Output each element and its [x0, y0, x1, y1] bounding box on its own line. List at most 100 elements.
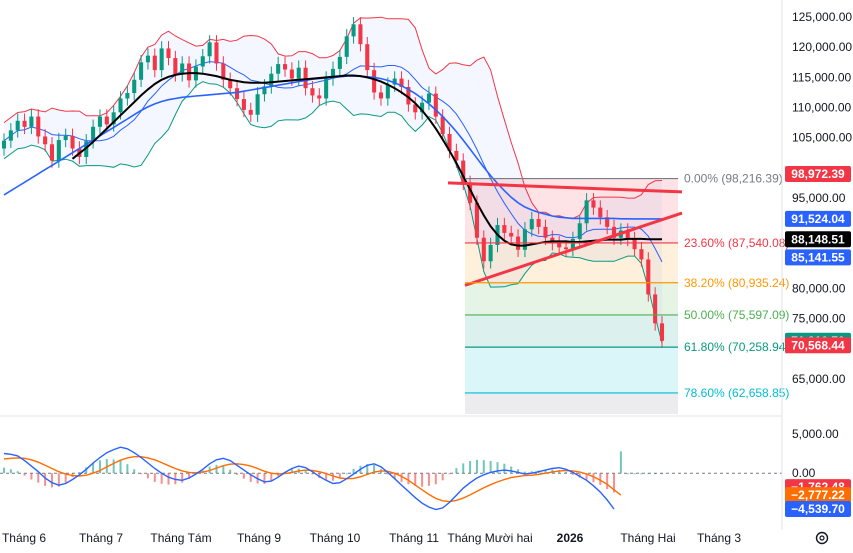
candle-body [474, 202, 479, 238]
candle-body [522, 229, 527, 250]
price-tick-label: 105,000.00 [792, 131, 852, 145]
candle-body [29, 116, 34, 127]
macd-histogram-bar [92, 462, 95, 474]
price-badge-bg [785, 231, 851, 248]
macd-histogram-bar [434, 473, 437, 485]
candle-body [118, 98, 123, 113]
candle-body [653, 294, 658, 324]
macd-histogram-bar [215, 464, 218, 474]
macd-histogram-bar [455, 468, 458, 474]
macd-histogram-bar [441, 473, 444, 481]
candle-body [564, 247, 569, 250]
price-tick-label: 115,000.00 [792, 70, 851, 84]
moving-averages [3, 72, 662, 247]
macd-histogram-bar [366, 464, 369, 474]
bollinger-lower [3, 81, 663, 344]
trendlines[interactable] [447, 181, 683, 287]
candle-body [1, 140, 7, 149]
macd-tick-label: 0.00 [792, 466, 816, 480]
candle-body [659, 323, 665, 341]
macd-histogram-bar [236, 473, 239, 475]
macd-histogram-bar [510, 466, 513, 474]
macd-histogram-bar [332, 473, 334, 481]
macd-histogram-bar [126, 464, 129, 474]
macd-histogram-bar [140, 473, 143, 475]
candle-body [468, 182, 473, 203]
candle-body [269, 73, 274, 87]
candle-body [187, 63, 192, 81]
macd-histogram-bar [626, 473, 629, 475]
macd-histogram-bar [23, 473, 26, 476]
candle-body [413, 104, 418, 113]
candle-body [15, 120, 20, 131]
macd-histogram-bar [475, 459, 478, 474]
macd-histogram-bar [503, 463, 506, 474]
candle-body [330, 68, 336, 79]
macd-histogram-bar [544, 470, 547, 474]
macd-histogram-bar [9, 469, 12, 474]
macd-histogram-bar [304, 470, 307, 474]
candle-body [8, 130, 13, 141]
candle-body [262, 86, 267, 95]
macd-histogram-bar [565, 472, 568, 474]
time-axis-label: Tháng 6 [2, 531, 46, 545]
macd-histogram-bar [407, 473, 410, 485]
price-tick-label: 120,000.00 [792, 40, 852, 54]
candle-body [372, 70, 377, 93]
macd-histogram-bar [325, 473, 328, 480]
candle-body [529, 219, 534, 230]
fib-lines[interactable]: 0.00% (98,216.39) 23.60% (87,540.08) 38.20… [465, 172, 789, 400]
macd-histogram-bar [345, 473, 348, 475]
candle-body [173, 58, 178, 75]
macd-tick-label: 5,000.00 [792, 427, 839, 441]
candle-body [625, 230, 630, 239]
macd-histogram-bar [277, 473, 280, 477]
candle-body [420, 102, 425, 113]
macd-histogram-bar [338, 473, 341, 478]
candle-body [632, 238, 637, 250]
candle-body [570, 238, 575, 250]
candle-body [646, 259, 651, 295]
macd-histogram-bar [393, 473, 396, 479]
macd-histogram-bar [571, 473, 574, 475]
candle-body [22, 120, 27, 127]
macd-panel [0, 446, 782, 511]
ma-black-line [71, 72, 662, 247]
candle-body [248, 109, 253, 115]
candle-body [228, 79, 233, 89]
candle-body [152, 55, 157, 71]
macd-histogram-bar [633, 473, 636, 475]
candle-body [584, 200, 589, 224]
candle-body [454, 150, 459, 161]
candle-body [557, 243, 562, 248]
candle-body [317, 95, 322, 99]
bollinger-fill [4, 17, 662, 344]
candle-body [43, 136, 48, 145]
price-badge: 98,972.39 [791, 167, 845, 181]
candle-body [296, 67, 301, 79]
price-tick-label: 65,000.00 [792, 372, 846, 386]
macd-badge: −4,539.70 [791, 502, 845, 516]
candle-body [351, 24, 356, 37]
macd-histogram-bar [613, 473, 616, 493]
macd-histogram-bar [146, 473, 149, 479]
price-tick-label: 80,000.00 [792, 281, 846, 295]
candle-body [536, 219, 541, 227]
fib-level-label: 0.00% (98,216.39) [684, 172, 783, 186]
time-axis-label: Tháng Tám [150, 531, 211, 545]
macd-histogram-bar [619, 451, 622, 474]
macd-histogram-bar [496, 462, 499, 474]
price-badge-bg [785, 249, 851, 266]
time-axis[interactable]: Tháng 6 Tháng 7 Tháng Tám Tháng 9 Tháng 10 Th… [2, 531, 741, 545]
candle-body [282, 64, 288, 70]
macd-histogram-bar [50, 473, 53, 488]
price-axis[interactable]: 125,000.00 120,000.00 115,000.00 110,000.00… [0, 0, 852, 530]
macd-histogram-bar [85, 467, 88, 474]
fib-level-label: 50.00% (75,597.09) [684, 308, 789, 322]
candle-body [392, 78, 397, 85]
macd-histogram-bar [462, 463, 465, 474]
gear-icon[interactable] [815, 531, 829, 545]
candle-body [509, 232, 514, 237]
